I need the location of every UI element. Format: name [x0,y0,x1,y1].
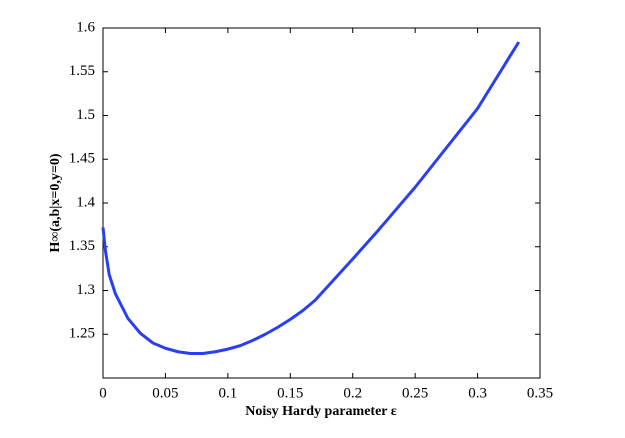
x-tick-label: 0.2 [343,385,362,401]
x-tick-label: 0.25 [402,385,428,401]
x-tick-label: 0.05 [152,385,178,401]
y-tick-label: 1.6 [76,19,95,35]
y-tick-label: 1.3 [76,282,95,298]
data-line [101,41,521,355]
y-tick-label: 1.25 [69,326,95,342]
y-tick-label: 1.5 [76,107,95,123]
x-tick-label: 0.3 [468,385,487,401]
y-axis-label: H∞(a,b|x=0,y=0) [48,153,63,252]
x-tick-label: 0.1 [218,385,237,401]
axes-box [102,27,541,379]
y-tick-label: 1.4 [76,194,95,210]
x-tick-label: 0 [99,385,107,401]
x-axis-label: Noisy Hardy parameter ε [245,404,397,419]
x-tick-label: 0.35 [527,385,553,401]
y-tick-label: 1.55 [69,63,95,79]
y-tick-label: 1.35 [69,238,95,254]
x-tick-label: 0.15 [277,385,303,401]
y-tick-label: 1.45 [69,151,95,167]
